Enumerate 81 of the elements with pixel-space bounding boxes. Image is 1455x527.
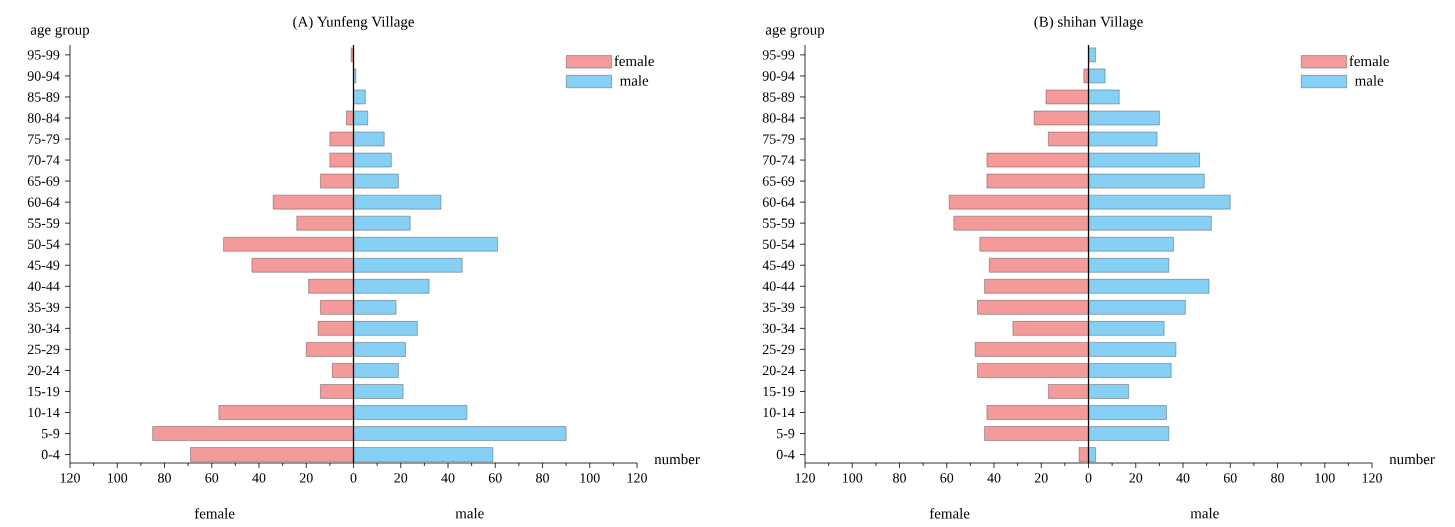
x-tick-label: 60 [488, 473, 502, 483]
x-tick-label: 60 [940, 473, 954, 483]
y-tick-label: 20-24 [762, 365, 795, 376]
y-tick-label: 75-79 [763, 134, 795, 144]
y-tick-label: 80-84 [27, 113, 60, 123]
y-tick-label: 50-54 [28, 239, 60, 249]
text: male [1190, 507, 1219, 519]
y-tick-label: 70-74 [28, 155, 60, 165]
y-tick-label: 65-69 [762, 176, 795, 186]
legend-label: female [614, 55, 654, 67]
x-tick-label: 0 [350, 473, 357, 483]
x-tick-label: 40 [1176, 473, 1190, 483]
y-tick-label: 30-34 [27, 323, 60, 334]
x-tick-label: 20 [299, 473, 313, 483]
y-tick-label: 20-24 [27, 365, 60, 376]
y-tick-label: 0-4 [776, 449, 795, 460]
legend-label: male [619, 75, 649, 86]
y-tick-label: 85-89 [762, 92, 795, 102]
y-tick-label: 25-29 [27, 344, 60, 355]
x-tick-label: 100 [108, 473, 128, 483]
y-tick-label: 35-39 [762, 302, 795, 313]
legend-label: male [1354, 75, 1384, 86]
y-tick-label: 90-94 [762, 71, 795, 81]
y-axis-title: age group [30, 26, 90, 38]
y-tick-label: 55-59 [763, 218, 795, 228]
legend-label: female [1349, 55, 1389, 67]
text: female [194, 507, 235, 519]
y-tick-label: 60-64 [762, 197, 795, 207]
y-tick-label: 5-9 [777, 428, 795, 439]
y-tick-label: 5-9 [42, 428, 60, 439]
y-tick-label: 35-39 [27, 302, 60, 313]
text: female [929, 507, 970, 519]
y-tick-label: 10-14 [28, 407, 60, 418]
y-tick-label: 30-34 [762, 323, 795, 334]
y-tick-label: 55-59 [28, 218, 60, 228]
text: male [455, 507, 484, 519]
x-tick-label: 120 [627, 473, 647, 483]
y-tick-label: 15-19 [763, 386, 795, 397]
x-tick-label: 120 [60, 473, 80, 483]
x-tick-label: 20 [394, 473, 408, 483]
y-axis-title: age group [765, 26, 825, 38]
y-tick-label: 0-4 [41, 449, 60, 460]
y-tick-label: 95-99 [762, 50, 795, 60]
x-tick-label: 40 [441, 473, 455, 483]
y-tick-label: 65-69 [27, 176, 60, 186]
y-tick-label: 90-94 [27, 71, 60, 81]
x-tick-label: 60 [205, 473, 219, 483]
y-tick-label: 40-44 [762, 281, 795, 291]
x-tick-label: 40 [252, 473, 266, 483]
chart-title: (A) Yunfeng Village [293, 16, 414, 30]
y-tick-label: 45-49 [27, 260, 60, 270]
x-tick-label: 40 [987, 473, 1001, 483]
x-tick-label: 20 [1129, 473, 1143, 483]
bar [353, 89, 366, 105]
x-tick-label: 80 [1271, 473, 1284, 483]
y-tick-label: 40-44 [27, 281, 60, 291]
x-tick-label: 120 [795, 473, 815, 483]
y-tick-label: 45-49 [762, 260, 795, 270]
x-tick-label: 80 [536, 473, 549, 483]
y-tick-label: 15-19 [28, 386, 60, 397]
x-axis-title: number [1389, 453, 1435, 465]
x-tick-label: 0 [1085, 473, 1092, 483]
x-tick-label: 80 [893, 473, 906, 483]
x-tick-label: 100 [843, 473, 863, 483]
x-tick-label: 20 [1034, 473, 1048, 483]
x-tick-label: 100 [580, 473, 600, 483]
x-tick-label: 60 [1223, 473, 1237, 483]
y-tick-label: 95-99 [27, 50, 60, 60]
x-axis-title: number [654, 453, 700, 465]
x-tick-label: 120 [1362, 473, 1382, 483]
y-tick-label: 75-79 [28, 134, 60, 144]
y-tick-label: 85-89 [27, 92, 60, 102]
y-tick-label: 70-74 [763, 155, 795, 165]
y-tick-label: 80-84 [762, 113, 795, 123]
y-tick-label: 10-14 [763, 407, 795, 418]
y-tick-label: 60-64 [27, 197, 60, 207]
y-tick-label: 50-54 [763, 239, 795, 249]
x-tick-label: 100 [1315, 473, 1335, 483]
y-tick-label: 25-29 [762, 344, 795, 355]
x-tick-label: 80 [158, 473, 171, 483]
chart-title: (B) shihan Village [1034, 16, 1143, 30]
